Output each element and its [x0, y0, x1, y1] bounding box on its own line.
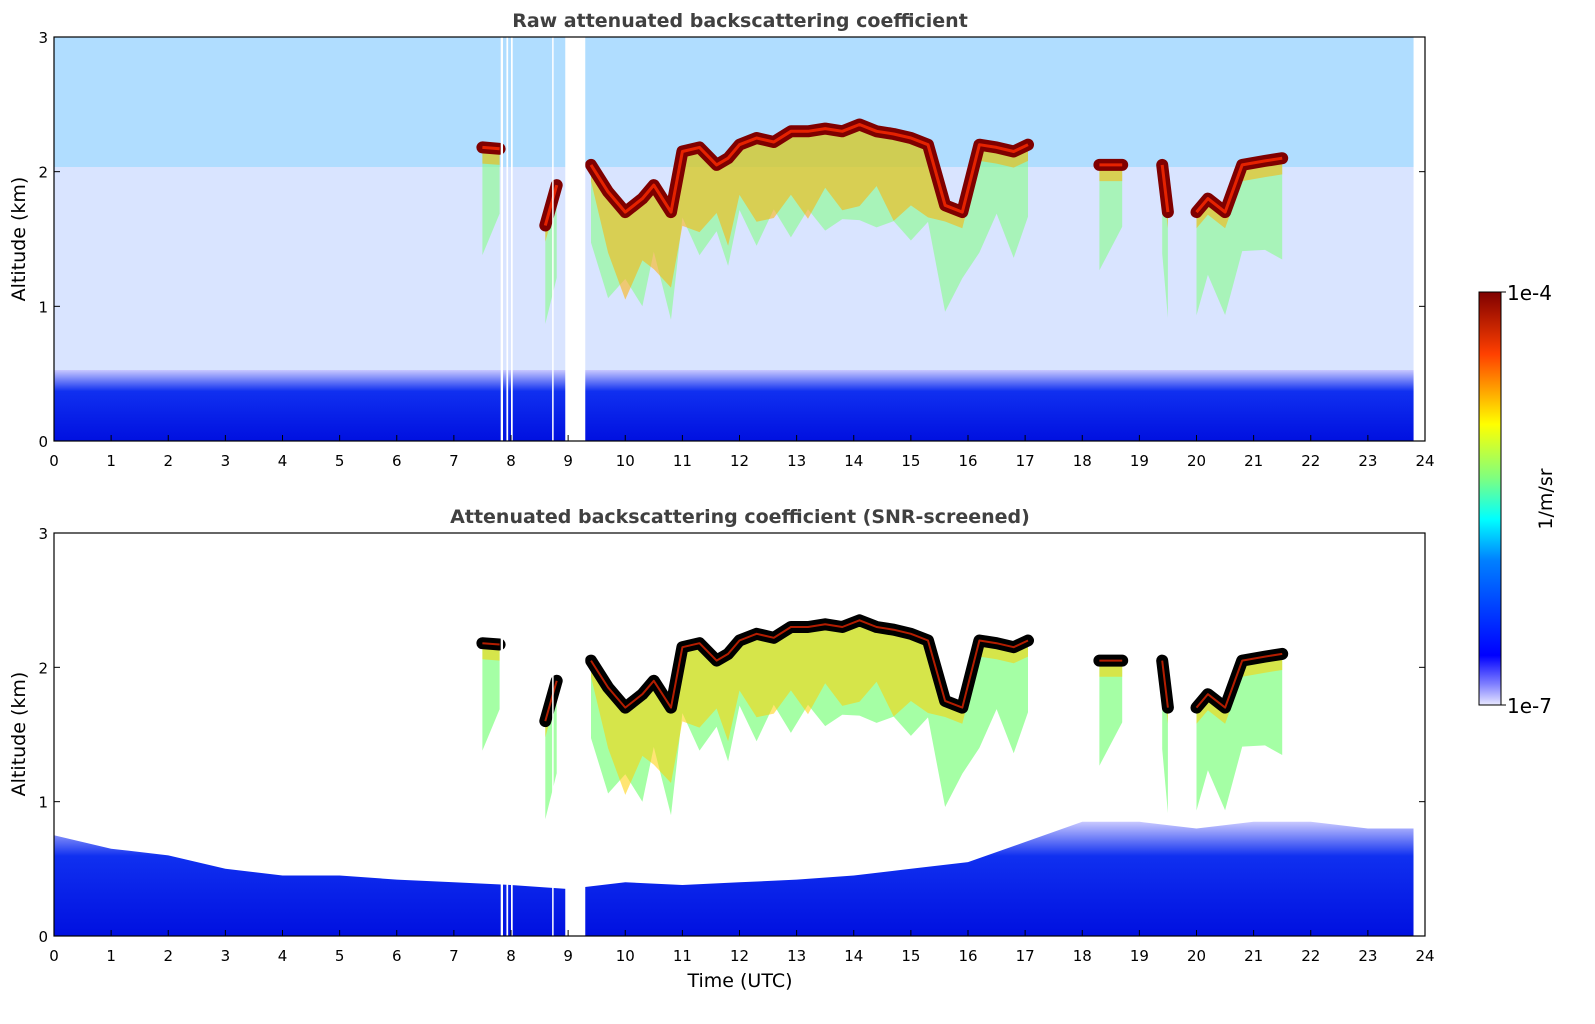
data-gap: [552, 37, 554, 441]
x-tick-label: 11: [673, 947, 692, 965]
x-tick-label: 23: [1358, 452, 1377, 470]
x-tick-label: 24: [1415, 947, 1434, 965]
panel-raw: Raw attenuated backscattering coefficien…: [8, 10, 1435, 470]
x-tick-label: 3: [221, 947, 231, 965]
colorbar-gradient: [1478, 291, 1502, 706]
panel-raw-ylabel: Altitude (km): [8, 177, 30, 302]
y-tick-label: 1: [38, 794, 48, 812]
x-tick-label: 9: [563, 947, 573, 965]
x-tick-label: 24: [1415, 452, 1434, 470]
panel-screened-cloud-plume-dense: [482, 620, 1283, 795]
data-gap: [511, 37, 513, 441]
colorbar-label: 1/m/sr: [1535, 468, 1557, 529]
x-tick-label: 1: [106, 452, 116, 470]
x-tick-label: 16: [958, 947, 977, 965]
y-tick-label: 0: [38, 433, 48, 451]
panel-screened-boundary-layer: [54, 821, 1414, 936]
y-tick-label: 0: [38, 928, 48, 946]
x-tick-label: 8: [506, 452, 516, 470]
panel-screened: Attenuated backscattering coefficient (S…: [8, 506, 1435, 992]
x-tick-label: 23: [1358, 947, 1377, 965]
no-data-region: [1413, 533, 1425, 936]
x-tick-label: 15: [901, 947, 920, 965]
x-tick-label: 17: [1016, 452, 1035, 470]
x-tick-label: 14: [844, 452, 863, 470]
panel-screened-plot-area: [54, 533, 1425, 936]
x-tick-label: 1: [106, 947, 116, 965]
data-gap: [506, 37, 509, 441]
x-tick-label: 20: [1187, 947, 1206, 965]
x-tick-label: 5: [335, 947, 345, 965]
x-tick-label: 20: [1187, 452, 1206, 470]
y-tick-label: 3: [38, 29, 48, 47]
x-tick-label: 17: [1016, 947, 1035, 965]
x-tick-label: 10: [616, 947, 635, 965]
x-tick-label: 18: [1073, 452, 1092, 470]
x-tick-label: 8: [506, 947, 516, 965]
x-tick-label: 22: [1301, 452, 1320, 470]
y-tick-label: 1: [38, 298, 48, 316]
x-tick-label: 21: [1244, 947, 1263, 965]
y-tick-label: 3: [38, 525, 48, 543]
data-gap: [500, 533, 504, 936]
x-tick-label: 15: [901, 452, 920, 470]
x-tick-label: 11: [673, 452, 692, 470]
y-tick-label: 2: [38, 659, 48, 677]
panel-raw-y-ticks: 0 1 2 3: [38, 29, 1425, 451]
panel-raw-title: Raw attenuated backscattering coefficien…: [512, 10, 968, 32]
panel-screened-x-ticks: 0 1 2 3 4 5 6 7 8 9 10 11 12 13 14 15 16 17 18 19 20 21 22 23 24: [49, 930, 1435, 965]
y-tick-label: 2: [38, 164, 48, 182]
x-tick-label: 4: [278, 947, 288, 965]
x-tick-label: 9: [563, 452, 573, 470]
x-tick-label: 4: [278, 452, 288, 470]
x-tick-label: 21: [1244, 452, 1263, 470]
data-gap: [511, 533, 513, 936]
x-tick-label: 12: [730, 452, 749, 470]
x-tick-label: 22: [1301, 947, 1320, 965]
panel-screened-title: Attenuated backscattering coefficient (S…: [450, 506, 1030, 528]
x-tick-label: 19: [1130, 452, 1149, 470]
x-tick-label: 13: [787, 947, 806, 965]
x-tick-label: 13: [787, 452, 806, 470]
x-tick-label: 12: [730, 947, 749, 965]
x-tick-label: 10: [616, 452, 635, 470]
x-tick-label: 7: [449, 452, 459, 470]
colorbar-min-label: 1e-7: [1507, 694, 1552, 718]
panel-raw-upper-noise: [54, 37, 1414, 167]
panel-screened-y-ticks: 0 1 2 3: [38, 525, 1425, 946]
colorbar-max-label: 1e-4: [1507, 281, 1552, 305]
x-tick-label: 6: [392, 452, 402, 470]
data-gap: [552, 533, 554, 936]
panel-raw-x-ticks: 0 1 2 3 4 5 6 7 8 9 10 11 12 13 14 15 16 17 18 19 20 21 22 23 24: [49, 435, 1435, 470]
colorbar: 1e-4 1e-7 1/m/sr: [1478, 281, 1557, 718]
x-tick-label: 6: [392, 947, 402, 965]
x-tick-label: 0: [49, 947, 59, 965]
x-tick-label: 18: [1073, 947, 1092, 965]
data-gap: [506, 533, 509, 936]
panel-raw-boundary-layer: [54, 370, 1414, 441]
x-tick-label: 16: [958, 452, 977, 470]
x-tick-label: 7: [449, 947, 459, 965]
x-tick-label: 14: [844, 947, 863, 965]
panel-screened-xlabel: Time (UTC): [686, 970, 792, 992]
no-data-region: [1413, 37, 1425, 441]
data-gap: [565, 37, 586, 441]
data-gap: [500, 37, 504, 441]
panel-screened-ylabel: Altitude (km): [8, 672, 30, 797]
data-gap: [565, 533, 586, 936]
panel-raw-data-gaps: [500, 37, 1425, 441]
x-tick-label: 5: [335, 452, 345, 470]
x-tick-label: 0: [49, 452, 59, 470]
panel-raw-plot-area: [54, 37, 1425, 441]
panel-raw-cloud-plume-dense: [482, 124, 1283, 300]
x-tick-label: 3: [221, 452, 231, 470]
panel-screened-data-gaps: [500, 533, 1425, 936]
x-tick-label: 2: [163, 947, 173, 965]
x-tick-label: 2: [163, 452, 173, 470]
x-tick-label: 19: [1130, 947, 1149, 965]
